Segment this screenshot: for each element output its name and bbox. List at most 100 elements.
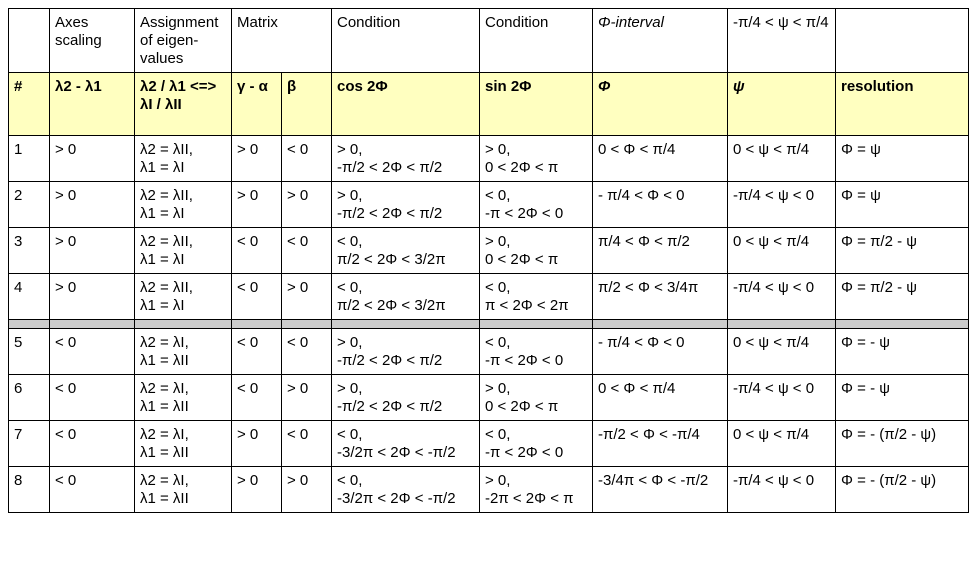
sin-condition-cell: > 0, 0 < 2Φ < π [479,135,593,182]
table-body: Axes scaling Assignment of eigen-values … [8,8,969,513]
eigenvalue-assignment-cell: λ2 = λI, λ1 = λII [134,374,232,421]
phi-interval-cell: π/4 < Φ < π/2 [592,227,728,274]
sin-condition-cell-line: -π < 2Φ < 0 [485,444,564,461]
eigenvalue-assignment-cell: λ2 = λII, λ1 = λI [134,135,232,182]
beta-cell: > 0 [281,181,332,228]
gamma-alpha-cell: < 0 [231,374,282,421]
sin-condition-cell: > 0, 0 < 2Φ < π [479,374,593,421]
psi-interval-cell: 0 < ψ < π/4 [727,135,836,182]
resolution-cell: Φ = ψ [835,181,969,228]
sin-condition-cell-line: > 0, [485,380,511,397]
table-row: 8 < 0 λ2 = λI, λ1 = λII > 0 > 0 < 0, -3/2π < 2Φ… [8,466,969,513]
separator-cell [592,319,728,329]
top-cell-phi-interval: Φ-interval [592,8,728,73]
eigenvalue-assignment-cell-line: λ2 = λII, [140,279,193,296]
cos-condition-cell: > 0, -π/2 < 2Φ < π/2 [331,181,480,228]
header-resolution: resolution [835,72,969,136]
beta-cell: < 0 [281,135,332,182]
top-row: Axes scaling Assignment of eigen-values … [8,8,969,73]
eigenvalue-assignment-cell-line: λ2 = λI, [140,380,189,397]
cos-condition-cell: > 0, -π/2 < 2Φ < π/2 [331,135,480,182]
separator-cell [281,319,332,329]
top-cell-assignment: Assignment of eigen-values [134,8,232,73]
eigenvalue-assignment-cell-line: λ1 = λI [140,297,185,314]
eigenvalue-assignment-cell-line: λ1 = λII [140,398,189,415]
axes-scaling-cell: > 0 [49,181,135,228]
psi-interval-cell: -π/4 < ψ < 0 [727,181,836,228]
sin-condition-cell-line: < 0, [485,426,511,443]
header-axes-diff: λ2 - λ1 [49,72,135,136]
header-number: # [8,72,50,136]
header-beta: β [281,72,332,136]
eigenvalue-assignment-cell-line: λ1 = λI [140,159,185,176]
top-cell-axes-scaling: Axes scaling [49,8,135,73]
header-phi: Φ [592,72,728,136]
eigenvalue-assignment-cell-line: λ1 = λII [140,490,189,507]
psi-interval-cell: 0 < ψ < π/4 [727,328,836,375]
axes-scaling-cell: > 0 [49,273,135,320]
sin-condition-cell-line: > 0, [485,141,511,158]
row-number: 5 [8,328,50,375]
header-psi: ψ [727,72,836,136]
sin-condition-cell-line: 0 < 2Φ < π [485,398,559,415]
top-cell-matrix: Matrix [231,8,332,73]
sin-condition-cell-line: < 0, [485,279,511,296]
separator-cell [727,319,836,329]
row-number: 1 [8,135,50,182]
sin-condition-cell-line: < 0, [485,187,511,204]
top-cell-psi-range: -π/4 < ψ < π/4 [727,8,836,73]
header-sin2phi: sin 2Φ [479,72,593,136]
cos-condition-cell-line: π/2 < 2Φ < 3/2π [337,297,446,314]
cos-condition-cell: < 0, π/2 < 2Φ < 3/2π [331,227,480,274]
beta-cell: > 0 [281,273,332,320]
axes-scaling-cell: > 0 [49,135,135,182]
gamma-alpha-cell: < 0 [231,273,282,320]
cos-condition-cell-line: -π/2 < 2Φ < π/2 [337,352,443,369]
axes-scaling-cell: > 0 [49,227,135,274]
sin-condition-cell: < 0, -π < 2Φ < 0 [479,328,593,375]
eigenvalue-assignment-cell-line: λ2 = λII, [140,141,193,158]
row-number: 2 [8,181,50,228]
sin-condition-cell-line: 0 < 2Φ < π [485,251,559,268]
resolution-cell: Φ = π/2 - ψ [835,273,969,320]
cos-condition-cell: < 0, π/2 < 2Φ < 3/2π [331,273,480,320]
cos-condition-cell: > 0, -π/2 < 2Φ < π/2 [331,374,480,421]
separator-cell [134,319,232,329]
sin-condition-cell-line: < 0, [485,334,511,351]
phi-interval-cell: - π/4 < Φ < 0 [592,328,728,375]
table-row: 2 > 0 λ2 = λII, λ1 = λI > 0 > 0 > 0, -π/2 < 2Φ … [8,181,969,228]
top-cell-condition-sin: Condition [479,8,593,73]
cos-condition-cell-line: -π/2 < 2Φ < π/2 [337,205,443,222]
eigenvalue-assignment-cell-line: λ1 = λII [140,352,189,369]
header-eigen-ratio: λ2 / λ1 <=> λI / λII [134,72,232,136]
axes-scaling-cell: < 0 [49,328,135,375]
axes-scaling-cell: < 0 [49,466,135,513]
header-cos2phi: cos 2Φ [331,72,480,136]
resolution-cell: Φ = - (π/2 - ψ) [835,466,969,513]
sin-condition-cell-line: -π < 2Φ < 0 [485,352,564,369]
psi-interval-cell: 0 < ψ < π/4 [727,420,836,467]
row-number: 6 [8,374,50,421]
sin-condition-cell: > 0, -2π < 2Φ < π [479,466,593,513]
psi-interval-cell: -π/4 < ψ < 0 [727,374,836,421]
cos-condition-cell-line: -π/2 < 2Φ < π/2 [337,159,443,176]
cos-condition-cell-line: π/2 < 2Φ < 3/2π [337,251,446,268]
sin-condition-cell-line: > 0, [485,472,511,489]
sin-condition-cell: < 0, π < 2Φ < 2π [479,273,593,320]
sin-condition-cell-line: > 0, [485,233,511,250]
axes-scaling-cell: < 0 [49,420,135,467]
resolution-cell: Φ = - (π/2 - ψ) [835,420,969,467]
separator-row [8,319,969,329]
eigenvalue-assignment-cell-line: λ2 = λII, [140,187,193,204]
separator-cell [8,319,50,329]
separator-cell [231,319,282,329]
phi-interval-cell: -π/2 < Φ < -π/4 [592,420,728,467]
beta-cell: < 0 [281,328,332,375]
separator-cell [835,319,969,329]
eigenvalue-assignment-cell-line: λ2 = λI, [140,334,189,351]
cos-condition-cell-line: > 0, [337,334,363,351]
table-row: 1 > 0 λ2 = λII, λ1 = λI > 0 < 0 > 0, -π/2 < 2Φ … [8,135,969,182]
sin-condition-cell: > 0, 0 < 2Φ < π [479,227,593,274]
row-number: 4 [8,273,50,320]
sin-condition-cell: < 0, -π < 2Φ < 0 [479,181,593,228]
